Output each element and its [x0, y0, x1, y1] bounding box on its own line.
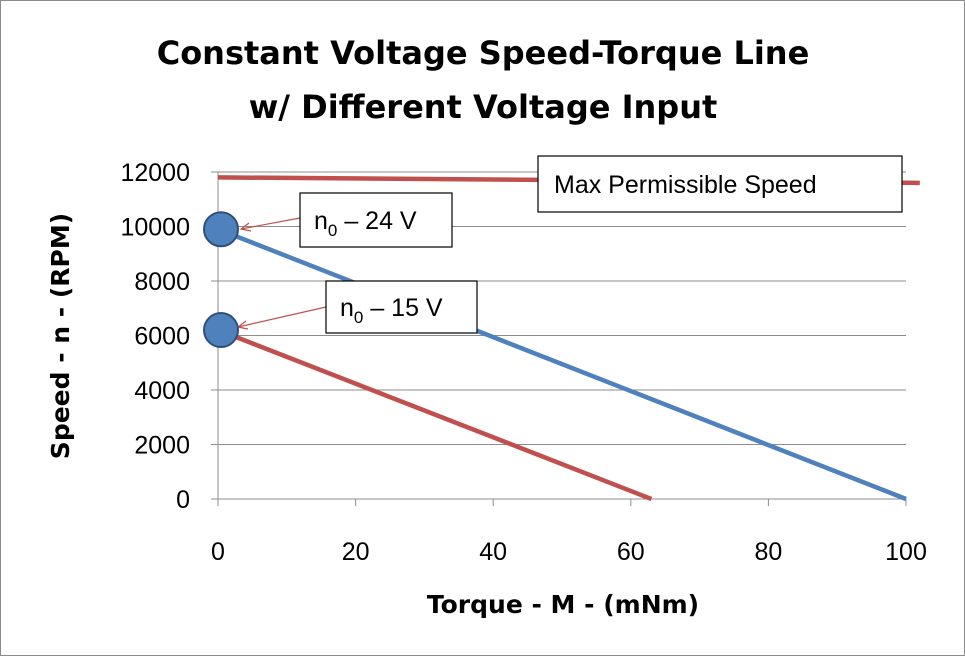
max-speed-callout-text: Max Permissible Speed [554, 171, 817, 199]
y-tick-label: 6000 [134, 323, 190, 351]
n0-24v-callout-box [299, 192, 453, 248]
tick-labels: 0 2000 4000 6000 8000 10000 12000 0 20 40 60 80 100 [120, 159, 926, 566]
y-axis-title: Speed - n - (RPM) [46, 213, 75, 459]
series-line-24-v [217, 227, 907, 502]
n0-24v-main: n [314, 207, 328, 235]
x-tick-label: 60 [617, 538, 645, 566]
n0-24v-subscript: 0 [328, 221, 337, 240]
y-tick-label: 10000 [120, 214, 190, 242]
n0-15v-rest: – 15 V [363, 294, 443, 322]
max-speed-callout-box [537, 155, 903, 213]
series-line-15-v [217, 327, 653, 502]
n0-15v-callout-text: n0 – 15 V [340, 294, 443, 327]
marker-n0-24-v [203, 211, 239, 248]
n0-24v-arrowhead [239, 222, 252, 232]
n0-24v-callout-text: n0 – 24 V [314, 207, 417, 240]
x-tick-label: 100 [885, 538, 927, 566]
n0-15v-callout: n0 – 15 V [236, 280, 478, 334]
y-tick-label: 4000 [134, 377, 190, 405]
max-speed-callout: Max Permissible Speed [537, 155, 903, 213]
x-tick-label: 80 [754, 538, 782, 566]
n0-markers [203, 211, 239, 349]
y-tick-label: 8000 [134, 268, 190, 296]
n0-24v-callout: n0 – 24 V [239, 192, 453, 248]
x-axis-title: Torque - M - (mNm) [427, 590, 699, 619]
n0-15v-arrow [237, 306, 327, 328]
y-tick-label: 2000 [134, 432, 190, 460]
n0-15v-subscript: 0 [354, 308, 363, 327]
x-tick-label: 20 [342, 538, 370, 566]
x-tick-label: 40 [479, 538, 507, 566]
y-tick-label: 0 [176, 486, 190, 514]
n0-15v-callout-box [325, 280, 478, 334]
chart-title-line-1: Constant Voltage Speed-Torque Line [157, 34, 810, 72]
n0-24v-rest: – 24 V [337, 207, 417, 235]
y-tick-label: 12000 [120, 159, 190, 187]
x-tick-label: 0 [211, 538, 225, 566]
n0-15v-main: n [340, 294, 354, 322]
marker-n0-15-v [203, 312, 239, 349]
chart-title-line-2: w/ Different Voltage Input [249, 88, 718, 126]
n0-24v-arrow [240, 217, 301, 230]
